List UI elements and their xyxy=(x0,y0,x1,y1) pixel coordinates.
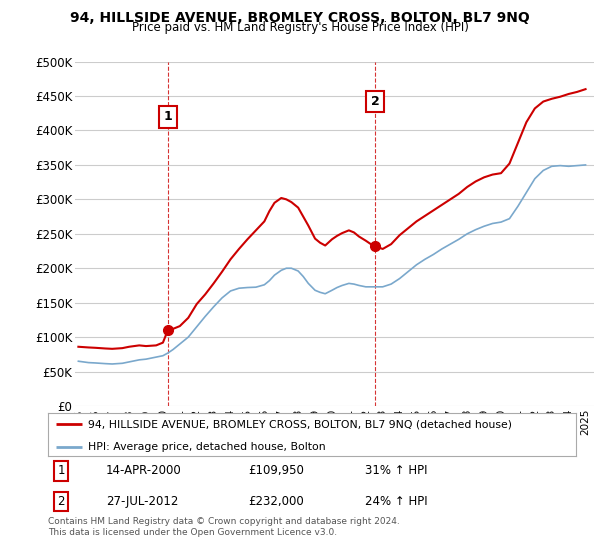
Text: £232,000: £232,000 xyxy=(248,495,304,508)
Text: 94, HILLSIDE AVENUE, BROMLEY CROSS, BOLTON, BL7 9NQ (detached house): 94, HILLSIDE AVENUE, BROMLEY CROSS, BOLT… xyxy=(88,419,512,429)
Text: 24% ↑ HPI: 24% ↑ HPI xyxy=(365,495,427,508)
Text: 1: 1 xyxy=(163,110,172,123)
Text: 14-APR-2000: 14-APR-2000 xyxy=(106,464,182,477)
Text: 94, HILLSIDE AVENUE, BROMLEY CROSS, BOLTON, BL7 9NQ: 94, HILLSIDE AVENUE, BROMLEY CROSS, BOLT… xyxy=(70,11,530,25)
Text: 2: 2 xyxy=(371,95,380,108)
Text: Contains HM Land Registry data © Crown copyright and database right 2024.
This d: Contains HM Land Registry data © Crown c… xyxy=(48,517,400,537)
Text: 31% ↑ HPI: 31% ↑ HPI xyxy=(365,464,427,477)
Text: 1: 1 xyxy=(58,464,65,477)
Text: 27-JUL-2012: 27-JUL-2012 xyxy=(106,495,178,508)
Text: 2: 2 xyxy=(58,495,65,508)
Text: Price paid vs. HM Land Registry's House Price Index (HPI): Price paid vs. HM Land Registry's House … xyxy=(131,21,469,34)
Text: £109,950: £109,950 xyxy=(248,464,305,477)
Text: HPI: Average price, detached house, Bolton: HPI: Average price, detached house, Bolt… xyxy=(88,442,325,452)
